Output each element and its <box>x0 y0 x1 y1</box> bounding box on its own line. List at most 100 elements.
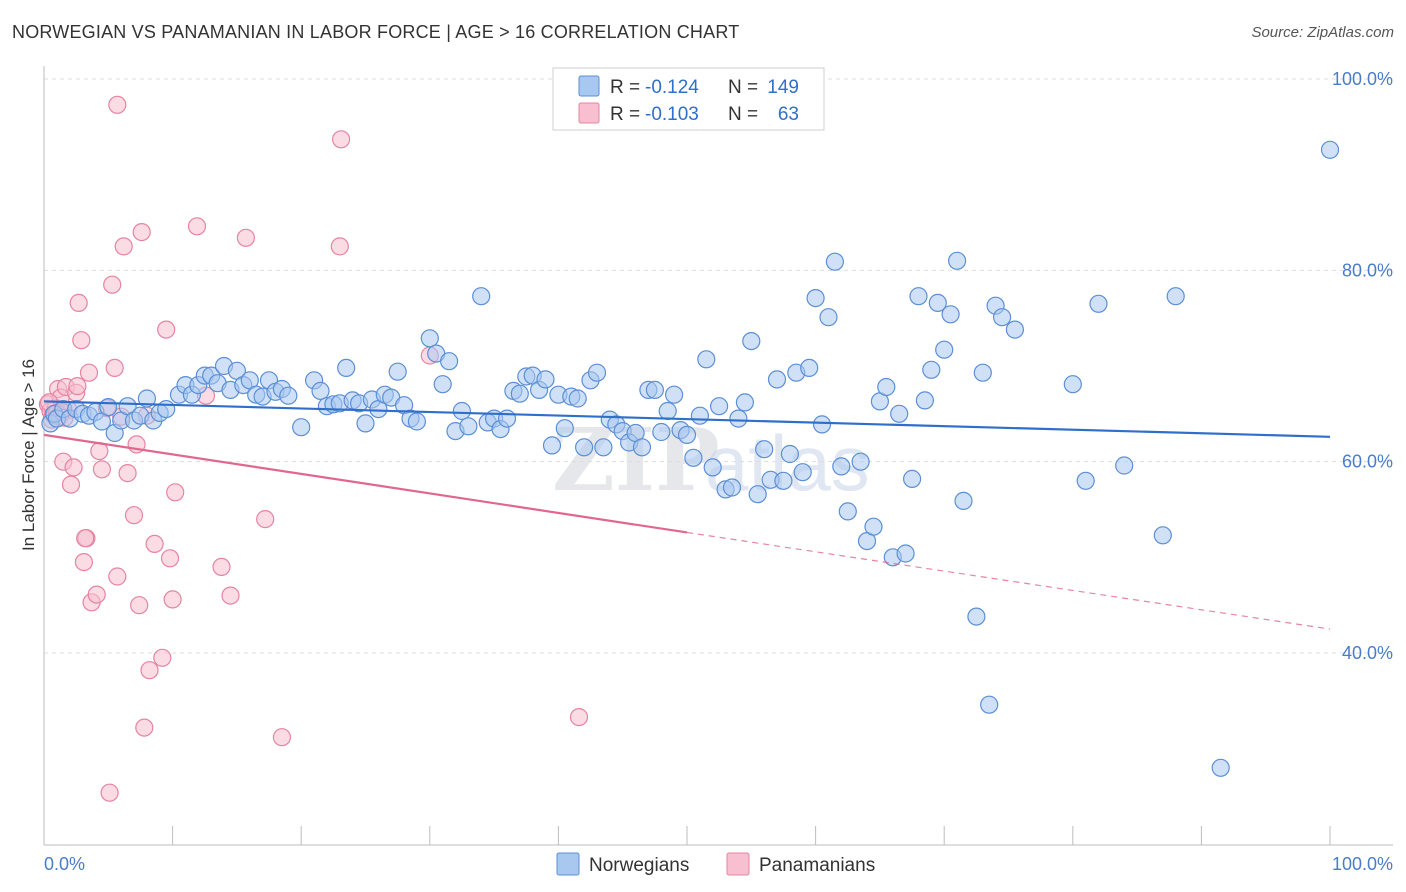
norwegian-point <box>472 287 491 306</box>
panamanian-point <box>74 552 94 572</box>
legend-bottom-label-norwegians: Norwegians <box>589 855 689 876</box>
norwegian-point <box>980 695 999 714</box>
norwegian-points <box>41 140 1340 777</box>
norwegian-point <box>157 400 176 419</box>
panamanian-point <box>332 130 351 149</box>
norwegian-point <box>767 370 787 389</box>
norwegian-point <box>677 425 697 444</box>
norwegian-point <box>735 393 755 412</box>
norwegian-point <box>722 478 742 497</box>
legend-r-value: -0.103 <box>645 104 699 125</box>
panamanian-point <box>160 549 180 568</box>
norwegian-point <box>388 362 407 381</box>
norwegian-point <box>832 457 851 476</box>
norwegian-point <box>452 401 471 421</box>
panamanian-trend-line <box>43 433 688 534</box>
panamanian-point <box>236 228 255 247</box>
norwegian-point <box>748 485 767 504</box>
norwegian-point <box>1115 456 1134 475</box>
norwegian-point <box>703 458 722 477</box>
y-tick-label: 40.0% <box>1342 643 1393 663</box>
norwegian-point <box>440 352 459 371</box>
panamanian-point <box>108 567 127 586</box>
norwegian-point <box>652 422 671 442</box>
panamanian-point <box>135 718 154 737</box>
norwegian-point <box>800 358 819 377</box>
panamanian-point <box>221 586 240 605</box>
norwegian-point <box>774 471 793 490</box>
panamanian-point <box>187 217 207 236</box>
norwegian-point <box>915 391 935 410</box>
norwegian-point <box>947 251 967 270</box>
norwegian-point <box>99 398 118 417</box>
norwegian-point <box>1153 526 1172 545</box>
panamanian-point <box>118 464 137 483</box>
legend-r-value: -0.124 <box>645 77 699 98</box>
norwegian-point <box>973 363 992 382</box>
norwegian-point <box>909 287 928 306</box>
norwegian-point <box>941 305 960 324</box>
norwegian-point <box>992 308 1012 327</box>
norwegian-point <box>510 384 529 403</box>
panamanian-point <box>92 460 112 479</box>
norwegian-point <box>1076 471 1095 490</box>
norwegian-point <box>922 360 941 379</box>
norwegian-point <box>690 406 710 425</box>
norwegian-point <box>594 438 613 457</box>
panamanian-point <box>100 783 119 802</box>
panamanian-point <box>124 506 144 525</box>
legend-n-value: 149 <box>767 77 799 98</box>
norwegian-point <box>825 252 845 271</box>
legend-n-value: 63 <box>778 104 799 125</box>
norwegian-point <box>555 419 574 438</box>
y-axis-title: In Labor Force | Age > 16 <box>19 359 38 551</box>
legend-swatch-panamanians <box>578 102 600 124</box>
norwegian-point <box>729 409 748 428</box>
norwegian-point <box>755 440 774 459</box>
norwegian-point <box>954 491 973 510</box>
norwegian-point <box>568 389 587 408</box>
norwegian-point <box>928 293 947 312</box>
chart-source: Source: ZipAtlas.com <box>1251 24 1394 41</box>
norwegian-point <box>536 370 555 389</box>
panamanian-point <box>69 293 88 312</box>
norwegian-point <box>1211 758 1230 777</box>
norwegian-point <box>902 469 922 488</box>
gridlines: 40.0% 60.0% 80.0% 100.0% <box>44 69 1393 663</box>
norwegian-point <box>812 415 832 434</box>
legend-bottom-swatch-panamanians <box>726 852 750 876</box>
norwegian-point <box>709 397 729 416</box>
norwegian-point <box>967 607 986 626</box>
panamanian-point <box>79 363 99 382</box>
panamanian-point <box>157 320 176 339</box>
norwegian-point <box>542 436 562 455</box>
panamanian-point <box>72 331 91 350</box>
norwegian-point <box>890 404 909 423</box>
legend-bottom-swatch-norwegians <box>556 852 580 876</box>
norwegian-point <box>279 386 298 405</box>
panamanian-point <box>145 534 164 554</box>
panamanian-point <box>153 648 172 667</box>
legend-r-label: R = <box>610 77 640 98</box>
panamanian-point <box>76 529 95 548</box>
legend-series: Norwegians Panamanians <box>556 852 875 876</box>
norwegian-point <box>819 308 838 327</box>
x-tick-label-max: 100.0% <box>1332 854 1393 874</box>
legend-n-label: N = <box>728 77 758 98</box>
y-tick-label: 100.0% <box>1332 69 1393 89</box>
y-tick-label: 60.0% <box>1342 452 1393 472</box>
norwegian-point <box>1063 375 1082 394</box>
panamanian-point <box>256 509 275 529</box>
norwegian-point <box>838 502 857 521</box>
norwegian-point <box>420 329 439 348</box>
norwegian-point <box>1005 320 1025 339</box>
norwegian-point <box>292 418 311 437</box>
x-tick-label-min: 0.0% <box>44 854 85 874</box>
norwegian-point <box>1166 287 1185 306</box>
panamanian-point <box>61 475 81 494</box>
norwegian-point <box>780 444 800 464</box>
norwegian-point <box>935 340 954 359</box>
norwegian-point <box>877 377 896 397</box>
legend-r-label: R = <box>610 104 640 125</box>
